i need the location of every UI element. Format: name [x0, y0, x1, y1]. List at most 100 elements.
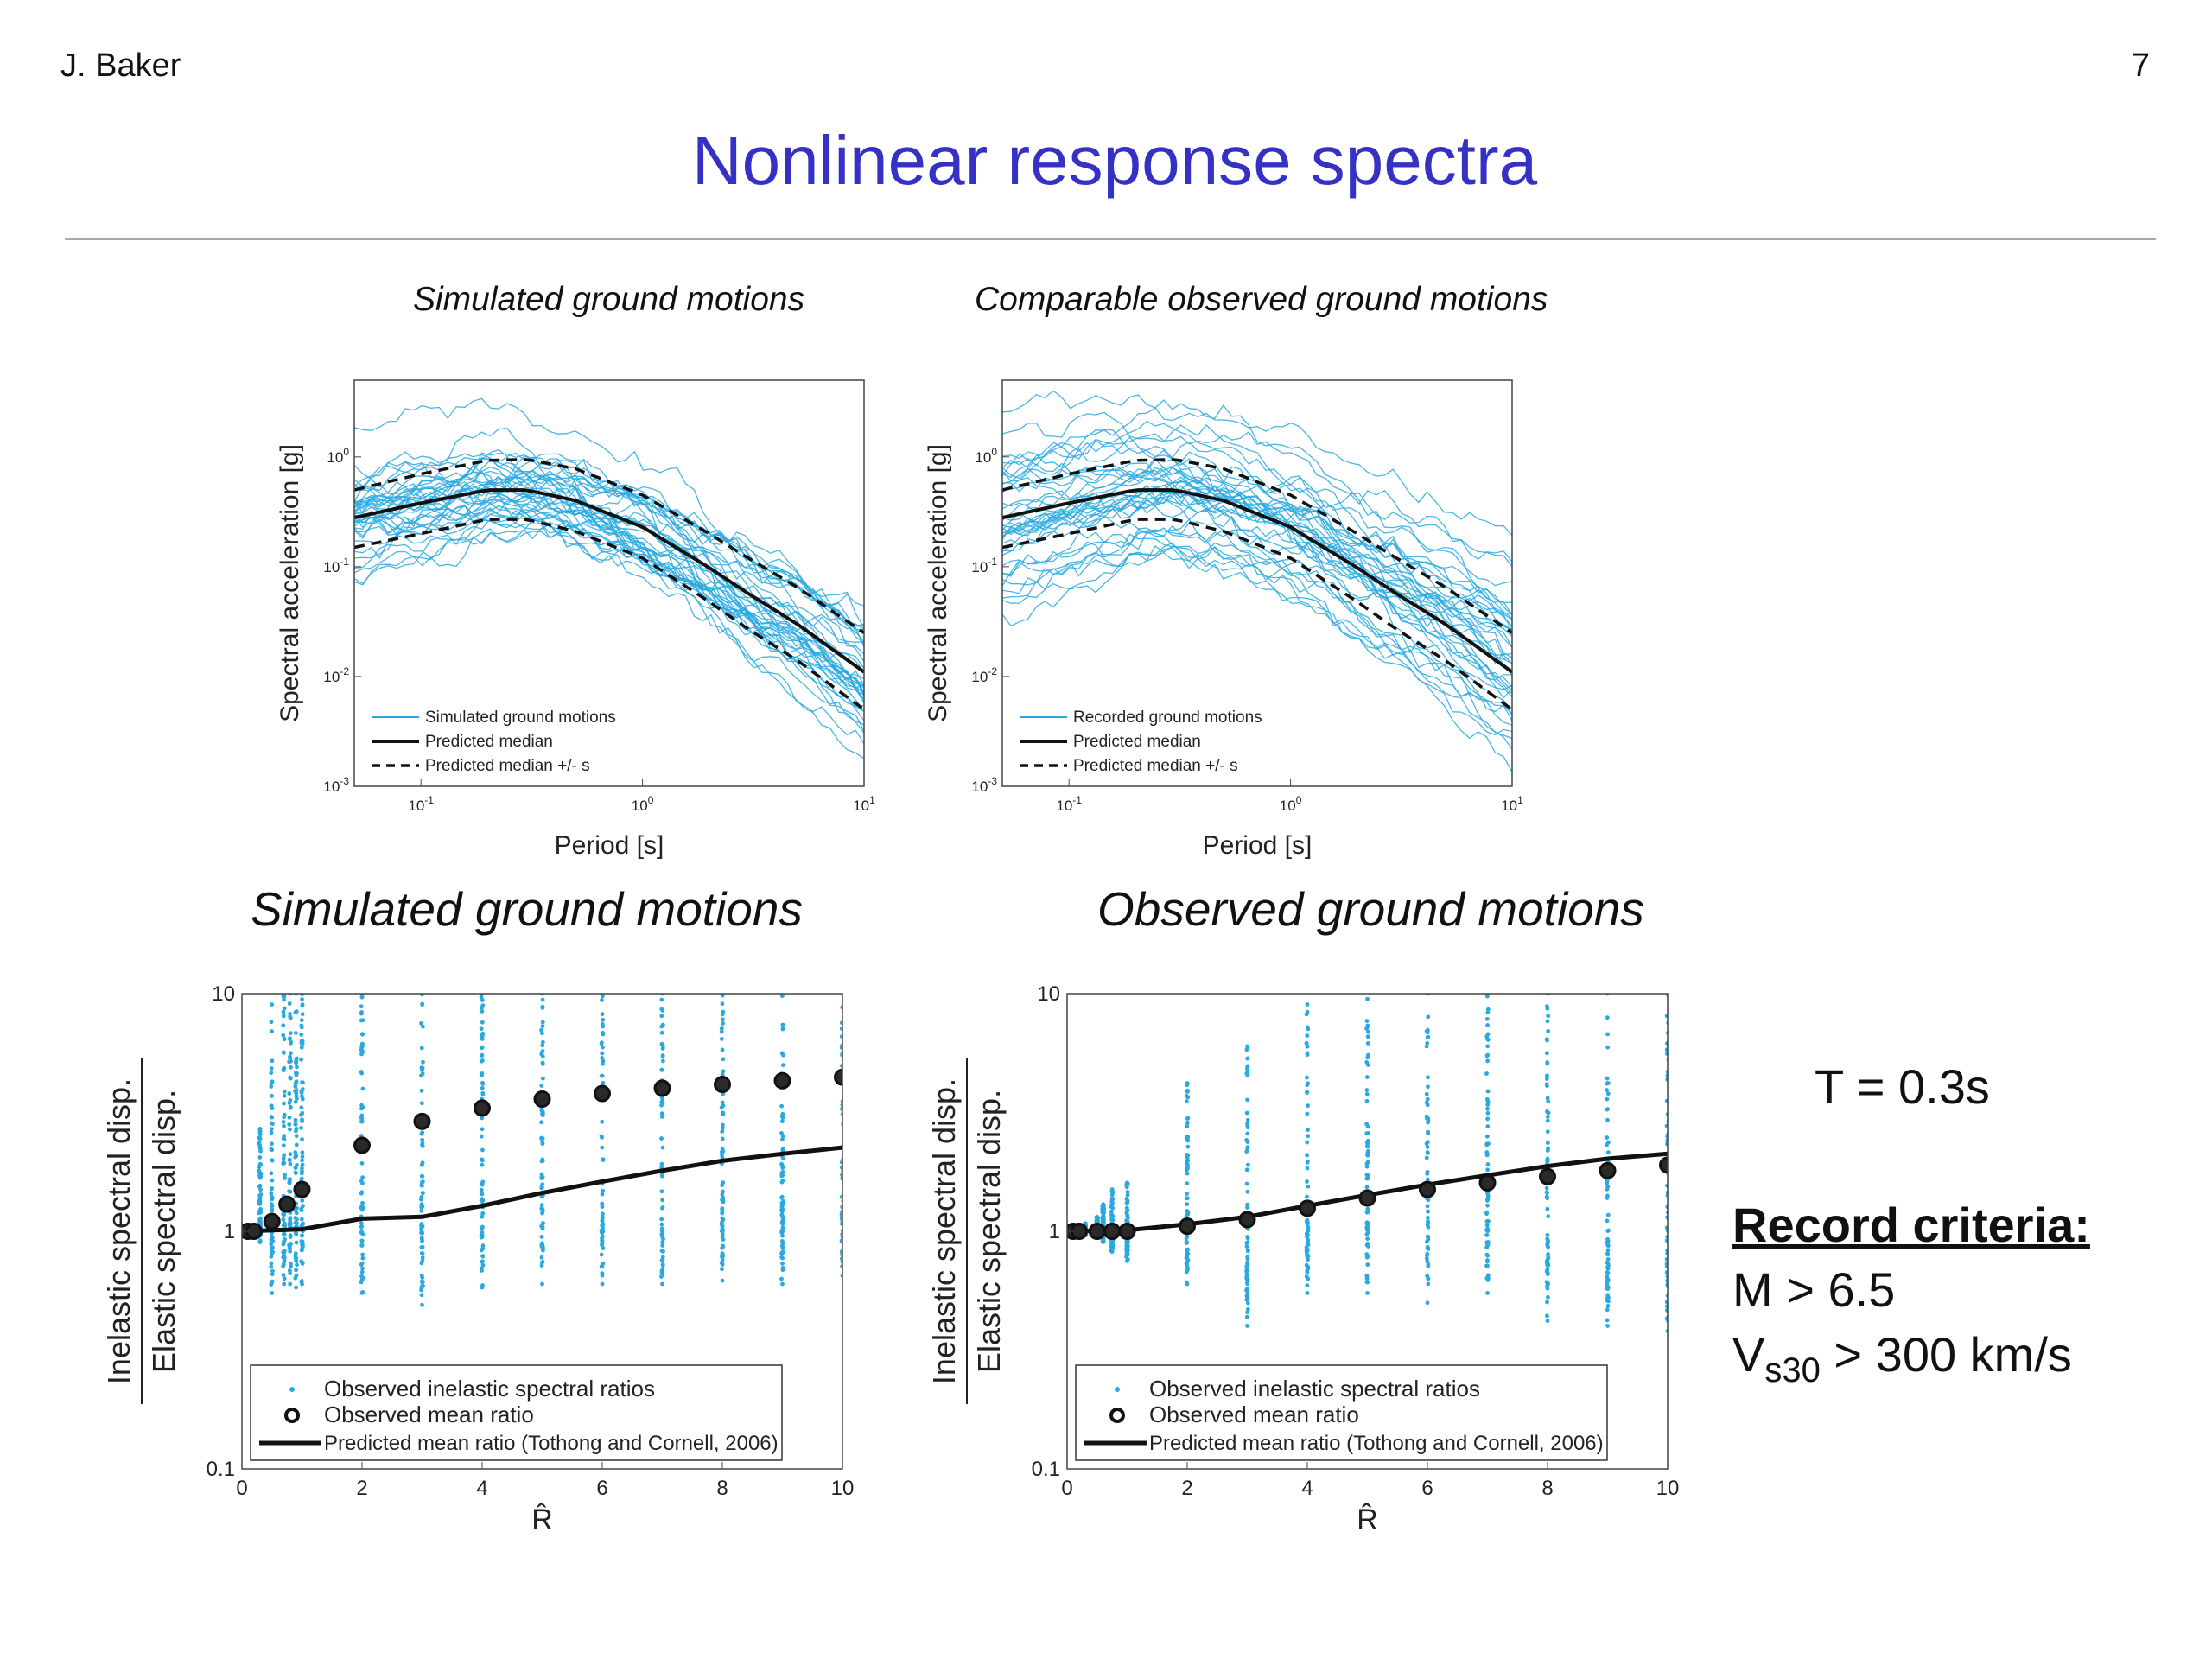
observed-ratio-point [1244, 1138, 1249, 1142]
observed-ratio-point [540, 1224, 545, 1230]
observed-ratio-point [1245, 1097, 1249, 1103]
observed-ratio-point [1605, 1117, 1610, 1122]
observed-ratio-point [281, 1009, 286, 1014]
observed-ratio-point [288, 1011, 292, 1016]
observed-ratio-point [660, 1235, 664, 1239]
observed-ratio-point [419, 1068, 424, 1072]
observed-ratio-point [419, 1183, 424, 1188]
observed-ratio-point [1605, 1135, 1610, 1140]
observed-ratio-point [1545, 1061, 1550, 1066]
record-spectrum-line [354, 470, 864, 696]
observed-ratio-point [359, 1280, 364, 1285]
y-tick-label: 100 [327, 446, 349, 466]
observed-ratio-point [270, 1094, 274, 1098]
observed-ratio-point [1101, 1240, 1106, 1244]
observed-ratio-point [1110, 1205, 1115, 1211]
observed-ratio-point [1365, 1124, 1370, 1129]
observed-ratio-point [1100, 1217, 1105, 1222]
observed-ratio-point [1485, 1023, 1490, 1027]
observed-ratio-point [1245, 1117, 1250, 1122]
observed-ratio-point [1606, 1263, 1611, 1268]
observed-ratio-point [1605, 1076, 1610, 1081]
observed-ratio-point [1305, 1075, 1309, 1080]
simulated-spectra-chart: 10-1 100 101 10-3 10-2 10-1 100 Period [s] Spect… [276, 379, 875, 860]
record-spectrum-line [1002, 458, 1512, 587]
observed-ratio-point [1605, 1293, 1611, 1298]
record-spectrum-line [1002, 430, 1512, 568]
observed-ratio-point [288, 1104, 293, 1109]
observed-ratio-point [659, 1173, 664, 1179]
observed-ratio-point [419, 1223, 423, 1228]
simulated-ratio-chart: 0 2 4 6 8 10 0.1 1 10 R̂ Inelastic spectral disp. E… [104, 982, 854, 1536]
observed-ratio-point [288, 1233, 293, 1238]
observed-ratio-point [1484, 1134, 1490, 1139]
observed-ratio-point [601, 1211, 605, 1217]
observed-ratio-point [420, 1130, 425, 1135]
observed-ratio-point [269, 1084, 274, 1089]
observed-ratio-point [659, 1217, 664, 1222]
legend-label: Observed mean ratio [324, 1402, 534, 1427]
observed-ratio-point [299, 1090, 304, 1096]
legend-label: Simulated ground motions [425, 709, 616, 727]
observed-ratio-point [1605, 1184, 1611, 1189]
record-spectrum-line [354, 459, 864, 686]
observed-ratio-point [1425, 1040, 1430, 1046]
observed-ratio-point [720, 1012, 725, 1017]
observed-ratio-point [1364, 1143, 1370, 1148]
observed-ratio-point [257, 1126, 263, 1131]
observed-ratio-point [1305, 1166, 1310, 1171]
observed-ratio-point [1605, 1015, 1610, 1020]
observed-mean-marker [594, 1084, 611, 1103]
observed-ratio-point [480, 1009, 485, 1014]
observed-ratio-point [281, 1155, 286, 1160]
observed-ratio-point [359, 995, 365, 1000]
observed-ratio-point [419, 1020, 423, 1026]
observed-ratio-point [1244, 1110, 1249, 1116]
x-tick-label: 101 [853, 794, 875, 814]
observed-ratio-point [599, 1252, 604, 1257]
observed-ratio-point [294, 1240, 299, 1245]
observed-ratio-point [360, 1181, 365, 1185]
observed-ratio-point [1185, 1089, 1190, 1094]
observed-ratio-point [1485, 1058, 1491, 1064]
median-line [1002, 488, 1512, 674]
observed-ratio-point [540, 1020, 545, 1025]
observed-ratio-point [540, 1207, 545, 1211]
observed-ratio-point [600, 1145, 605, 1150]
observed-ratio-point [1664, 1098, 1668, 1103]
observed-ratio-point [359, 1011, 364, 1016]
observed-ratio-point [540, 1244, 545, 1249]
observed-ratio-point [1545, 1206, 1550, 1211]
observed-ratio-point [359, 1052, 364, 1057]
record-spectrum-line [1002, 527, 1512, 709]
observed-ratio-point [659, 1014, 664, 1019]
observed-ratio-point [1109, 1249, 1115, 1255]
y-axis-label-numerator: Inelastic spectral disp. [104, 1078, 137, 1384]
observed-ratio-point [1366, 1063, 1370, 1067]
observed-mean-marker [278, 1195, 296, 1213]
observed-ratio-point [480, 1268, 484, 1273]
observed-ratio-point [281, 1217, 286, 1222]
observed-ratio-point [1425, 1169, 1430, 1174]
observed-ratio-point [1605, 1196, 1610, 1200]
observed-ratio-point [1184, 1093, 1189, 1098]
observed-ratio-point [299, 1032, 304, 1037]
observed-ratio-point [480, 1224, 485, 1230]
observed-ratio-point [300, 1162, 305, 1167]
observed-ratio-point [1244, 1047, 1249, 1052]
observed-ratio-point [1424, 1114, 1429, 1119]
x-tick-label: 10-1 [1056, 794, 1082, 814]
legend-label: Recorded ground motions [1073, 709, 1262, 727]
observed-ratio-point [720, 1129, 725, 1134]
observed-ratio-point [257, 1132, 263, 1137]
observed-ratio-point [659, 1161, 664, 1166]
observed-ratio-point [600, 1021, 605, 1027]
observed-ratio-point [300, 1169, 304, 1173]
observed-ratio-point [288, 1054, 292, 1059]
observed-ratio-point [1425, 1145, 1430, 1149]
observed-ratio-point [1245, 1300, 1250, 1306]
observed-ratio-point [1094, 1218, 1099, 1224]
observed-ratio-point [300, 1166, 304, 1171]
observed-ratio-point [1364, 1185, 1370, 1190]
observed-ratio-point [289, 1058, 293, 1064]
